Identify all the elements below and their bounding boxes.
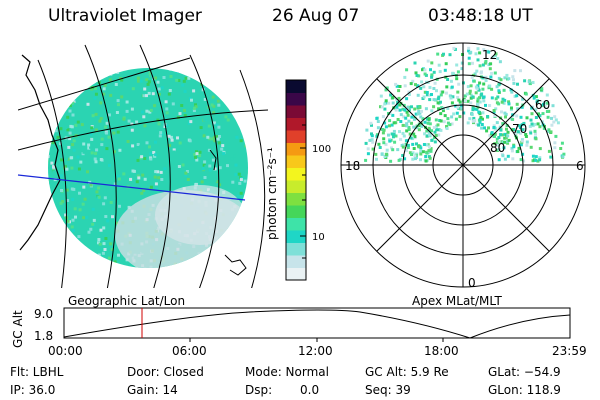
altitude-plot: GC Alt 9.0 1.8: [11, 307, 571, 348]
colorbar-tick-10: 10: [312, 232, 325, 243]
colorbar-swatch: [286, 167, 306, 181]
projection-label-right: Apex MLat/MLT: [412, 294, 502, 308]
colorbar-swatch: [286, 117, 306, 131]
glon-info: GLon: 118.9: [488, 383, 561, 397]
image-title: Ultraviolet Imager: [48, 6, 202, 26]
colorbar-swatch: [286, 130, 306, 143]
colorbar-swatch: [286, 192, 306, 206]
mode-info: Mode: Normal: [245, 365, 329, 379]
altitude-curve: [63, 309, 571, 339]
projection-label-left: Geographic Lat/Lon: [68, 294, 185, 308]
colorbar-swatch: [286, 230, 306, 243]
mlat-label-80: 80: [490, 141, 505, 155]
image-time: 03:48:18 UT: [428, 6, 533, 26]
glat-info: GLat: −54.9: [488, 365, 561, 379]
filter-info: Flt: LBHL: [10, 365, 64, 379]
dsp-label: Dsp:: [245, 383, 273, 397]
altitude-ylabel: GC Alt: [11, 310, 25, 348]
altitude-ytick-max: 9.0: [34, 307, 53, 321]
image-date: 26 Aug 07: [272, 6, 360, 26]
altitude-xtick-0000: 00:00: [48, 344, 83, 358]
colorbar-swatch: [286, 242, 306, 256]
mlt-label-0: 0: [468, 276, 476, 290]
altitude-xtick-0600: 06:00: [172, 344, 207, 358]
colorbar-swatch: [286, 205, 306, 218]
mlt-label-12: 12: [482, 48, 497, 62]
colorbar-label: photon cm⁻²s⁻¹: [265, 147, 279, 240]
terminator-line: [17, 174, 246, 201]
colorbar-swatch: [286, 180, 306, 193]
colorbar-swatch: [286, 267, 306, 281]
colorbar-swatch: [286, 255, 306, 268]
mlat-label-60: 60: [535, 98, 550, 112]
door-info: Door: Closed: [127, 365, 204, 379]
colorbar-swatch: [286, 217, 306, 231]
mlt-label-18: 18: [345, 159, 360, 173]
altitude-xtick-2359: 23:59: [552, 344, 587, 358]
altitude-ytick-min: 1.8: [34, 329, 53, 343]
sequence-info: Seq: 39: [365, 383, 411, 397]
altitude-xtick-1800: 18:00: [424, 344, 459, 358]
gc-alt-info: GC Alt: 5.9 Re: [365, 365, 449, 379]
gain-info: Gain: 14: [127, 383, 178, 397]
colorbar-swatch: [286, 80, 306, 93]
altitude-xtick-1200: 12:00: [298, 344, 333, 358]
polar-plot: 12 18 6 0 60 70 80: [340, 42, 586, 290]
mlt-label-6: 6: [576, 159, 584, 173]
mlat-label-70: 70: [512, 122, 527, 136]
colorbar: 100 10 photon cm⁻²s⁻¹: [265, 79, 331, 281]
geographic-image: [17, 44, 268, 288]
colorbar-swatch: [286, 92, 306, 106]
colorbar-swatch: [286, 155, 306, 168]
colorbar-tick-100: 100: [312, 144, 331, 155]
colorbar-swatch: [286, 142, 306, 156]
dsp-value: 0.0: [300, 383, 320, 397]
colorbar-swatch: [286, 105, 306, 118]
ip-info: IP: 36.0: [10, 383, 56, 397]
